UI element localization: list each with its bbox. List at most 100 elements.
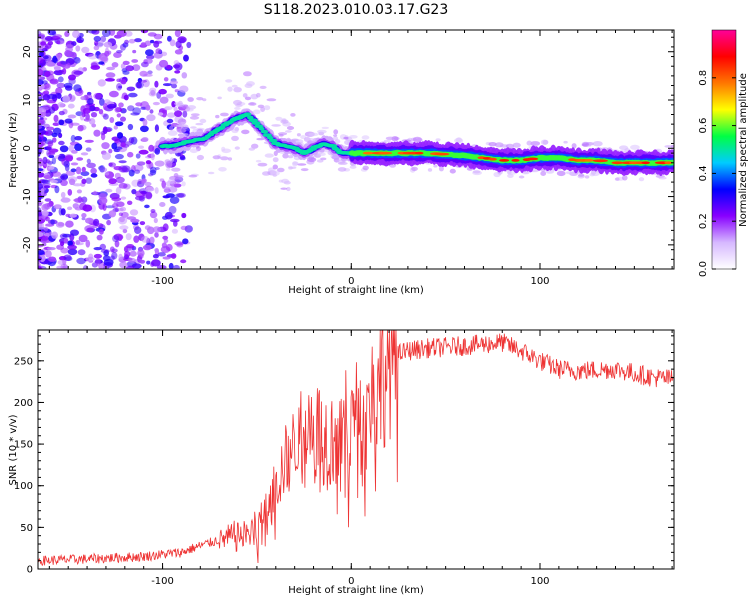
spectrogram-noise-blob [119,261,128,269]
spectrogram-halo-blob [220,156,229,161]
spectrogram-noise-blob [105,78,115,82]
spectrogram-noise-blob [85,256,95,262]
spectrogram-noise-blob [142,118,148,127]
spectrogram-noise-blob [64,118,73,124]
spectrogram-noise-blob [166,118,174,124]
spectrogram-halo-blob [257,162,268,167]
spectrogram-noise-blob [168,262,174,269]
spectrogram-noise-blob [60,191,66,199]
spectrogram-halo-blob [286,126,295,130]
spectrogram-halo-blob [275,116,283,121]
spectrogram-noise-blob [52,122,60,126]
spectrogram-noise-blob [145,104,151,111]
spectrogram-halo-blob [195,122,204,126]
spectrogram-halo-blob [181,181,186,187]
spectrogram-noise-blob [146,260,151,265]
spectrogram-noise-blob [124,39,129,45]
spectrogram-noise-blob [142,244,152,251]
spectrogram-noise-blob [149,87,157,94]
spectrogram-noise-blob [75,242,84,246]
spectrogram-halo-blob [614,177,620,181]
spectrogram-noise-blob [141,61,149,68]
spectrogram-noise-blob [116,83,123,91]
spectrogram-noise-blob [67,103,75,109]
spectrogram-noise-blob [118,85,123,89]
spectrogram-noise-blob [169,39,176,47]
spectrogram-noise-blob [183,54,189,62]
spectrogram-noise-blob [85,239,91,248]
spectrogram-noise-blob [99,167,108,173]
spectrogram-halo-blob [592,141,603,147]
spectrogram-noise-blob [76,257,86,265]
spectrogram-noise-blob [98,109,104,115]
spectrogram-peak [511,159,520,162]
spectrogram-noise-blob [38,172,45,178]
spectrogram-noise-blob [38,256,42,262]
spectrogram-noise-blob [43,83,50,89]
spectrogram-noise-blob [57,76,64,83]
spectrogram-halo-blob [208,171,215,175]
spectrogram-noise-blob [87,98,94,105]
spectrogram-noise-blob [161,242,167,249]
snr-panel: -100 0 100 0 50 100 150 200 250 Height of straig… [8,329,675,596]
spectrogram-halo-blob [231,135,239,141]
spectrogram-noise-blob [127,200,133,205]
spectrogram-noise-blob [133,235,140,243]
spectrogram-noise-blob [90,167,97,174]
spectrogram-halo-blob [169,125,174,131]
spectrogram-noise-blob [163,188,171,193]
spectrogram-noise-blob [165,243,173,252]
spectrogram-halo-blob [563,140,568,144]
spectrogram-halo-blob [362,165,369,171]
spectrogram-noise-blob [140,30,149,34]
spectrogram-noise-blob [171,228,178,234]
spectrogram-noise-blob [136,81,142,89]
spectrogram-noise-blob [116,78,122,83]
spectrogram-noise-blob [53,114,59,123]
spectrogram-noise-blob [60,197,71,203]
spectrogram-noise-blob [93,45,100,51]
spectrogram-peak [592,159,609,163]
y-tick-label: -20 [22,237,33,253]
spectrogram-noise-blob [147,32,157,37]
spectrogram-halo-blob [242,93,248,98]
spectrogram-noise-blob [179,156,186,161]
spectrogram-noise-blob [63,160,70,168]
spectrogram-noise-blob [99,165,105,173]
spectrogram-noise-blob [71,150,78,154]
spectrogram-peak [611,161,624,165]
spectrogram-noise-blob [134,169,141,174]
spectrogram-halo-blob [287,155,294,159]
spectrogram-peak [362,151,374,155]
spectrogram-halo-blob [435,138,441,142]
spectrogram-noise-blob [56,82,66,89]
spectrogram-halo-blob [264,153,274,158]
spectrogram-halo-blob [321,126,329,130]
spectrogram-halo-blob [233,99,242,106]
spectrogram-noise-blob [44,36,53,41]
spectrogram-noise-blob [143,73,153,77]
snr-frame [37,329,675,570]
spectrogram-halo-blob [518,175,525,179]
spectrogram-halo-blob [190,113,200,117]
spectrogram-noise-blob [154,187,159,194]
spectrogram-noise-blob [87,53,98,60]
spectrogram-noise-blob [125,233,132,241]
spectrogram-noise-blob [113,200,120,205]
spectrogram-halo-blob [271,124,281,127]
spectrogram-noise-blob [149,109,154,114]
spectrogram-noise-blob [165,93,174,99]
spectrogram-noise-blob [59,145,69,153]
spectrogram-noise-blob [63,254,72,261]
spectrogram-halo-blob [164,106,173,111]
spectrogram-noise-blob [109,246,115,253]
spectrogram-noise-blob [76,175,83,180]
spectrogram-noise-blob [42,104,52,110]
spectrogram-halo-blob [285,130,292,133]
spectrogram-halo-blob [658,176,667,180]
spectrogram-noise-blob [140,125,149,133]
spectrogram-noise-blob [96,234,103,241]
spectrogram-noise-blob [116,113,122,118]
spectrogram-noise-blob [42,182,51,187]
